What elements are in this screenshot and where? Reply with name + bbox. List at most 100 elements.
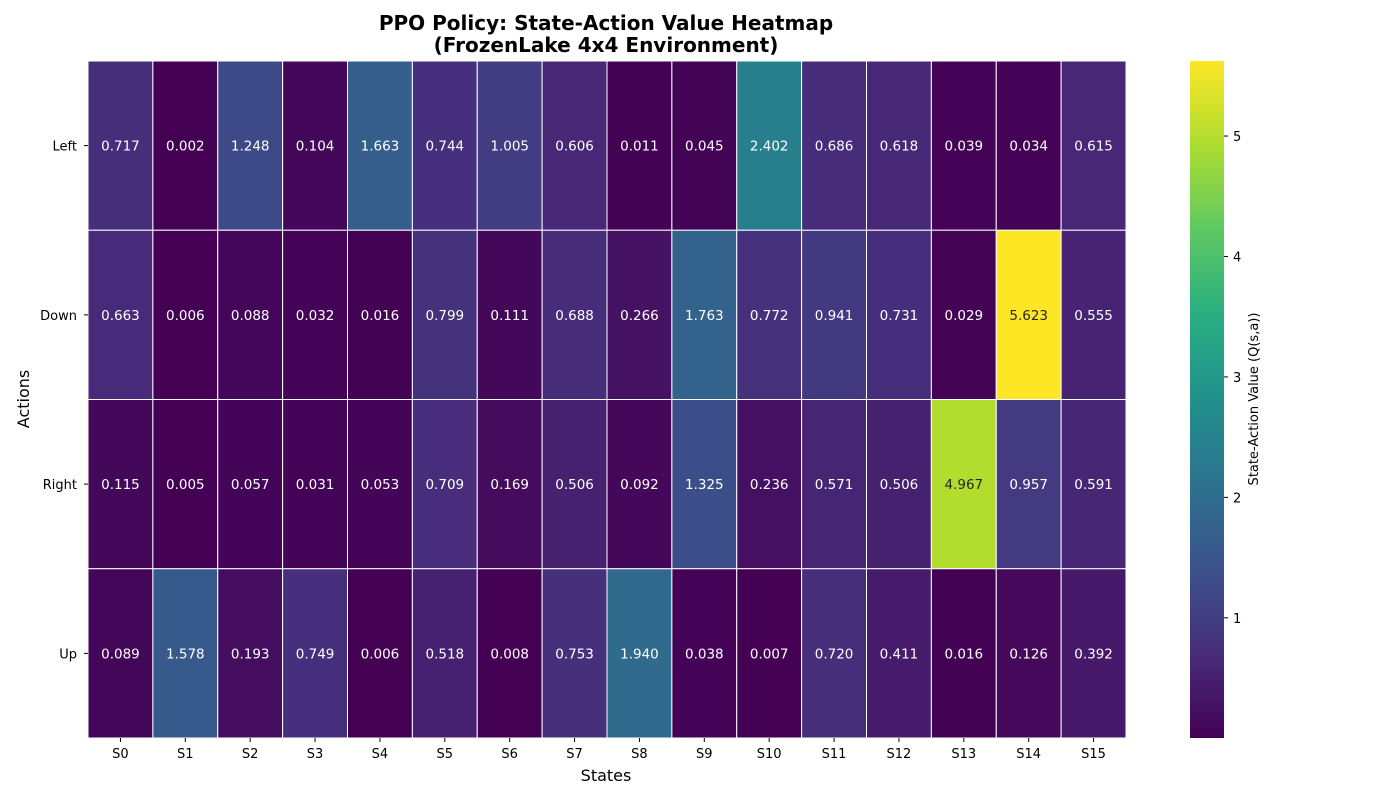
chart-title-line2: (FrozenLake 4x4 Environment) — [434, 33, 779, 57]
cell-value-label: 0.688 — [555, 308, 594, 324]
heatmap-cell — [152, 568, 219, 739]
heatmap-cell — [152, 229, 219, 400]
cell-value-label: 0.744 — [425, 139, 464, 155]
cell-value-label: 0.089 — [101, 646, 140, 662]
heatmap-cell — [736, 229, 803, 400]
cell-value-label: 0.720 — [815, 646, 854, 662]
heatmap-cell — [995, 229, 1062, 400]
heatmap-cell — [866, 60, 932, 231]
cell-value-label: 0.193 — [231, 646, 270, 662]
y-tick-labels: Left Down Right Up — [40, 140, 88, 662]
cell-value-label: 0.236 — [750, 477, 789, 493]
heatmap-cell — [217, 568, 284, 739]
heatmap-cell — [152, 60, 219, 231]
x-tick-label: S3 — [307, 747, 324, 762]
cell-value-label: 0.266 — [620, 308, 659, 324]
x-tick-label: S2 — [242, 747, 259, 762]
heatmap-cell — [87, 229, 154, 400]
cell-value-label: 5.623 — [1009, 308, 1048, 324]
cell-value-label: 1.663 — [361, 139, 400, 155]
heatmap-cell — [87, 568, 154, 739]
heatmap-cell — [217, 229, 284, 400]
cell-value-label: 0.002 — [166, 139, 205, 155]
cell-value-label: 0.753 — [555, 646, 594, 662]
heatmap-cell — [476, 568, 543, 739]
heatmap-cell — [347, 399, 413, 570]
cell-value-label: 0.518 — [425, 646, 464, 662]
heatmap-cell — [347, 229, 413, 400]
heatmap-cell — [736, 399, 803, 570]
heatmap-cell — [866, 399, 932, 570]
cell-value-label: 0.606 — [555, 139, 594, 155]
x-axis-label: States — [581, 766, 632, 785]
cell-value-label: 0.006 — [166, 308, 205, 324]
y-tick-label: Left — [53, 140, 77, 155]
cell-value-label: 0.591 — [1074, 477, 1113, 493]
heatmap-cell — [671, 399, 738, 570]
x-tick-labels: S0 S1 S2 S3 S4 S5 S6 S7 S8 S9 S10 S11 S12 S13 S14 S15 — [112, 738, 1106, 762]
x-tick-label: S14 — [1016, 747, 1041, 762]
heatmap-cell — [736, 568, 803, 739]
heatmap-cell — [347, 60, 413, 231]
heatmap-cell — [930, 60, 997, 231]
cell-value-label: 0.686 — [815, 139, 854, 155]
y-tick-label: Down — [40, 309, 77, 324]
cell-value-label: 0.772 — [750, 308, 789, 324]
x-tick-label: S8 — [631, 747, 648, 762]
heatmap-cell — [476, 229, 543, 400]
cell-value-label: 1.325 — [685, 477, 724, 493]
heatmap-cell — [1060, 399, 1127, 570]
cell-value-label: 0.034 — [1009, 139, 1048, 155]
y-tick-label: Right — [43, 478, 77, 493]
heatmap-cell — [411, 399, 478, 570]
cell-value-label: 0.571 — [815, 477, 854, 493]
cell-value-label: 0.006 — [361, 646, 400, 662]
heatmap-cells: 0.717 0.002 1.248 0.104 1.663 0.744 1.005 0.606… — [87, 60, 1127, 739]
cell-value-label: 0.111 — [490, 308, 529, 324]
heatmap-cell — [606, 568, 673, 739]
x-tick-label: S5 — [437, 747, 454, 762]
cell-value-label: 0.126 — [1009, 646, 1048, 662]
cell-value-label: 0.618 — [880, 139, 919, 155]
heatmap-cell — [930, 399, 997, 570]
cell-value-label: 0.615 — [1074, 139, 1113, 155]
cell-value-label: 0.057 — [231, 477, 270, 493]
y-axis-label: Actions — [14, 370, 33, 428]
x-tick-label: S6 — [501, 747, 518, 762]
x-tick-label: S4 — [372, 747, 389, 762]
cell-value-label: 0.506 — [880, 477, 919, 493]
heatmap-cell — [282, 399, 348, 570]
cell-value-label: 0.016 — [361, 308, 400, 324]
colorbar-tick-label: 4 — [1233, 250, 1241, 265]
cell-value-label: 0.411 — [880, 646, 919, 662]
colorbar — [1190, 61, 1224, 738]
cell-value-label: 1.005 — [490, 139, 529, 155]
cell-value-label: 0.392 — [1074, 646, 1113, 662]
cell-value-label: 1.940 — [620, 646, 659, 662]
x-tick-label: S11 — [822, 747, 847, 762]
cell-value-label: 0.717 — [101, 139, 140, 155]
cell-value-label: 0.957 — [1009, 477, 1048, 493]
heatmap-cell — [541, 60, 608, 231]
cell-value-label: 0.799 — [425, 308, 464, 324]
cell-value-label: 0.039 — [944, 139, 983, 155]
colorbar-label: State-Action Value (Q(s,a)) — [1247, 313, 1262, 486]
cell-value-label: 0.005 — [166, 477, 205, 493]
x-tick-label: S7 — [566, 747, 583, 762]
heatmap-cell — [995, 60, 1062, 231]
colorbar-ticks: 1 2 3 4 5 — [1224, 130, 1241, 627]
cell-value-label: 0.731 — [880, 308, 919, 324]
cell-value-label: 0.941 — [815, 308, 854, 324]
cell-value-label: 0.104 — [296, 139, 335, 155]
heatmap-cell — [87, 60, 154, 231]
chart-title-line1: PPO Policy: State-Action Value Heatmap — [379, 11, 833, 35]
cell-value-label: 0.008 — [490, 646, 529, 662]
colorbar-tick-label: 5 — [1233, 130, 1241, 145]
cell-value-label: 0.038 — [685, 646, 724, 662]
cell-value-label: 0.031 — [296, 477, 335, 493]
cell-value-label: 0.011 — [620, 139, 659, 155]
cell-value-label: 4.967 — [944, 477, 983, 493]
cell-value-label: 0.053 — [361, 477, 400, 493]
heatmap-cell — [671, 60, 738, 231]
